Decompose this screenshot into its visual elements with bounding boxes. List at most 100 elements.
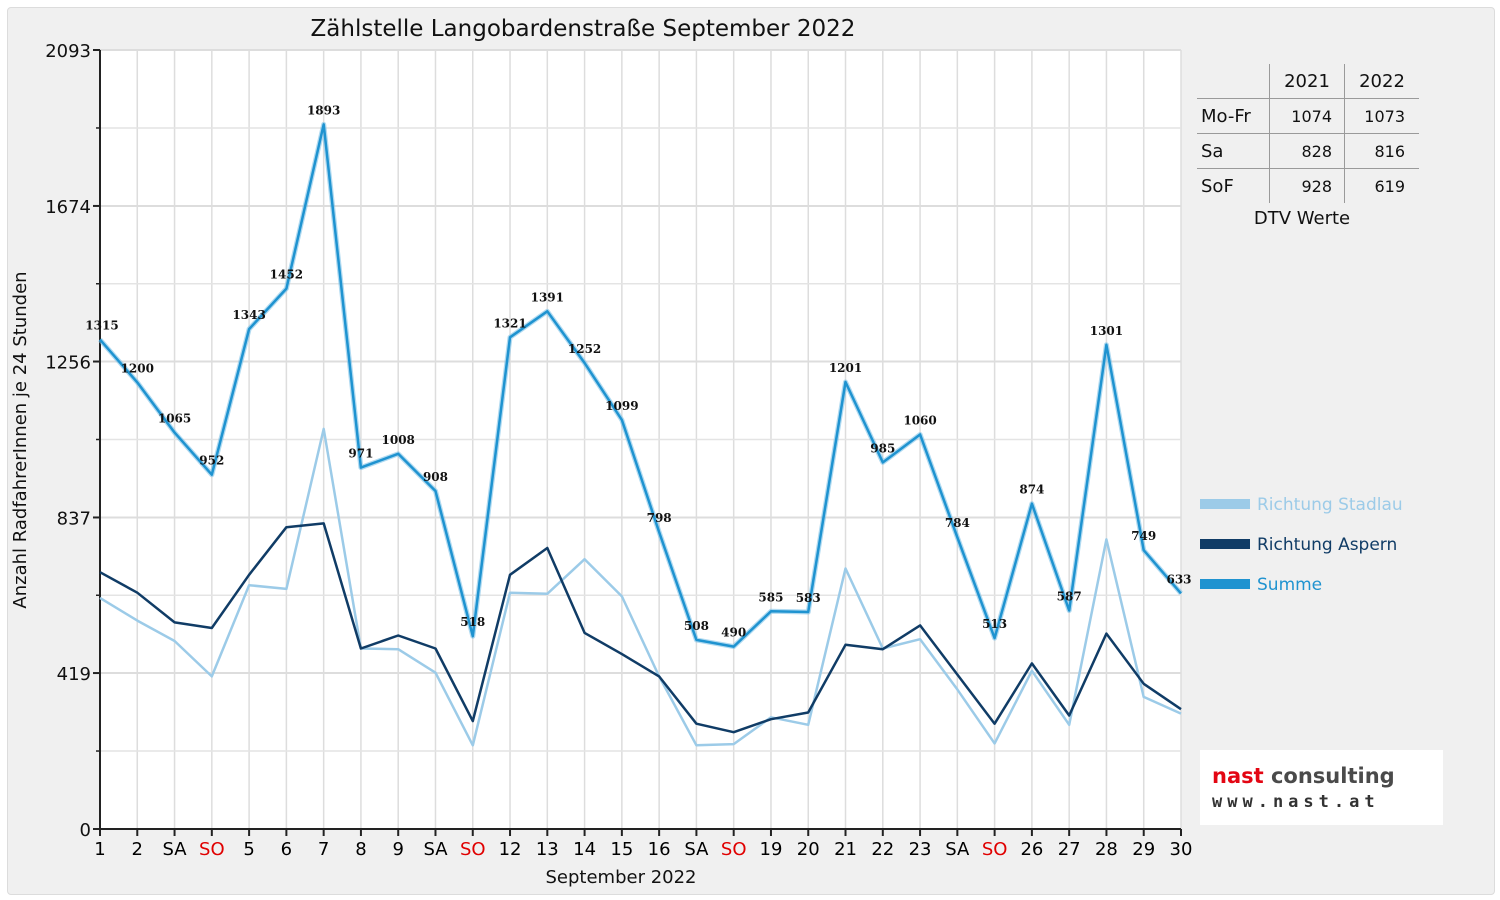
x-tick-label: SO: [460, 839, 486, 860]
legend-swatch: [1200, 579, 1250, 589]
data-label: 1391: [531, 290, 564, 304]
series-line-summe: [99, 123, 1182, 648]
data-label: 908: [423, 470, 448, 484]
data-label: 1343: [232, 308, 265, 322]
x-tick-label: SO: [721, 839, 747, 860]
dtv-caption: DTV Werte: [1253, 208, 1351, 229]
x-tick-label: 8: [355, 839, 366, 860]
dtv-value-2021: 1074: [1269, 98, 1345, 134]
x-tick-label: 23: [909, 839, 932, 860]
x-tick-label: SO: [199, 839, 225, 860]
dtv-value-2021: 928: [1269, 168, 1345, 203]
data-label: 1099: [605, 399, 638, 413]
x-tick-label: 28: [1095, 839, 1118, 860]
data-label: 985: [870, 441, 895, 455]
legend: Richtung Stadlau Richtung Aspern Summe: [1200, 495, 1403, 595]
data-label: 1321: [493, 316, 526, 330]
data-label: 798: [647, 511, 672, 525]
logo-name-part2: consulting: [1263, 764, 1395, 788]
data-label: 1452: [270, 268, 303, 282]
data-label: 971: [348, 447, 373, 461]
series-line-stadlau: [99, 427, 1182, 747]
grid: [100, 49, 1182, 830]
dtv-col-2021: 2021: [1269, 64, 1345, 99]
dtv-row-label: Mo-Fr: [1197, 98, 1270, 134]
data-label: 583: [796, 591, 821, 605]
x-tick-label: 14: [573, 839, 596, 860]
x-tick-label: SA: [163, 839, 188, 860]
x-tick-label: 16: [648, 839, 671, 860]
x-tick-label: 7: [318, 839, 329, 860]
x-tick-label: 1: [94, 839, 105, 860]
dtv-row-label: Sa: [1197, 133, 1270, 169]
dtv-value-2021: 828: [1269, 133, 1345, 169]
data-label: 508: [684, 619, 709, 633]
x-tick-label: SA: [684, 839, 709, 860]
dtv-corner-cell: [1197, 64, 1270, 99]
legend-swatch: [1200, 539, 1250, 549]
data-label: 518: [460, 615, 485, 629]
x-tick-label: 20: [797, 839, 820, 860]
dtv-row-sa: Sa 828 816: [1197, 133, 1419, 169]
logo-name-part1: nast: [1212, 764, 1264, 788]
dtv-value-2022: 619: [1344, 168, 1419, 203]
x-tick-label: SA: [945, 839, 970, 860]
dtv-col-2022: 2022: [1344, 64, 1419, 99]
x-tick-label: 13: [536, 839, 559, 860]
legend-label: Richtung Aspern: [1257, 535, 1397, 555]
x-tick-label: 27: [1058, 839, 1081, 860]
x-tick-label: 5: [243, 839, 254, 860]
data-label: 1252: [568, 342, 601, 356]
x-tick-label: 21: [834, 839, 857, 860]
dtv-value-2022: 816: [1344, 133, 1419, 169]
data-label: 1315: [85, 319, 118, 333]
data-label: 874: [1019, 483, 1044, 497]
data-label: 1893: [307, 103, 340, 117]
dtv-header-row: 2021 2022: [1197, 64, 1419, 99]
x-tick-label: 15: [610, 839, 633, 860]
data-label: 1301: [1090, 324, 1123, 338]
data-label: 587: [1057, 590, 1082, 604]
dtv-row-mofr: Mo-Fr 1074 1073: [1197, 98, 1419, 134]
x-tick-label: 12: [499, 839, 522, 860]
x-tick-label: SO: [982, 839, 1008, 860]
data-label: 1008: [382, 433, 415, 447]
data-label: 784: [945, 516, 970, 530]
y-tick-label: 2093: [45, 41, 91, 62]
dtv-row-label: SoF: [1197, 168, 1270, 203]
data-label: 490: [721, 626, 746, 640]
x-tick-label: SA: [423, 839, 448, 860]
x-tick-label: 6: [281, 839, 292, 860]
x-tick-label: 9: [392, 839, 403, 860]
data-label: 952: [199, 454, 224, 468]
legend-swatch: [1200, 499, 1250, 509]
y-tick-label: 0: [80, 820, 91, 841]
y-tick-label: 1674: [45, 197, 91, 218]
x-tick-label: 22: [871, 839, 894, 860]
legend-label: Richtung Stadlau: [1257, 495, 1403, 515]
legend-label: Summe: [1257, 575, 1322, 595]
x-tick-label: 26: [1020, 839, 1043, 860]
data-label: 1201: [829, 361, 862, 375]
series-line-aspern: [99, 522, 1182, 734]
data-label: 1065: [158, 412, 191, 426]
series-lines: [98, 121, 1183, 747]
logo-name: nast consulting: [1212, 764, 1395, 788]
data-label: 749: [1131, 529, 1156, 543]
y-tick-label: 419: [57, 664, 91, 685]
data-label: 633: [1166, 572, 1191, 586]
chart-title: Zählstelle Langobardenstraße September 2…: [311, 16, 856, 42]
y-axis-label: Anzahl RadfahrerInnen je 24 Stunden: [10, 271, 31, 608]
dtv-table: 2021 2022 Mo-Fr 1074 1073 Sa 828 816 SoF…: [1197, 64, 1419, 203]
x-tick-label: 2: [132, 839, 143, 860]
data-label: 1200: [121, 361, 154, 375]
x-tick-label: 29: [1132, 839, 1155, 860]
x-tick-label: 30: [1170, 839, 1193, 860]
y-tick-label: 837: [57, 508, 91, 529]
y-tick-label: 1256: [45, 353, 91, 374]
data-labels: 1315 1200 1065 952 1343 1452 1893 971 1008 908 518…: [85, 103, 1191, 639]
logo-url: www.nast.at: [1212, 792, 1380, 812]
dtv-value-2022: 1073: [1344, 98, 1419, 134]
